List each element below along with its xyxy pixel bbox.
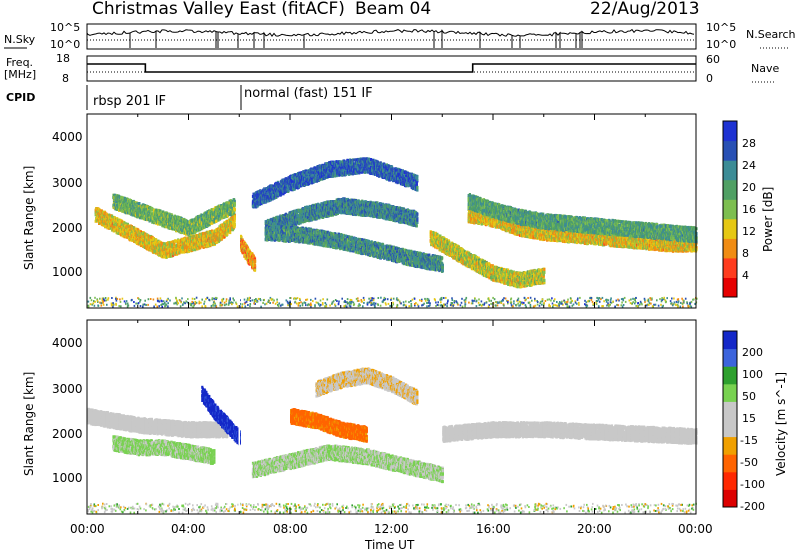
power-panel: 4000 3000 2000 1000 Slant Range [km] xyxy=(22,114,698,308)
nsky-frame xyxy=(87,24,696,49)
power-heatmap-cells xyxy=(88,114,698,308)
cpid-row: CPID rbsp 201 IF normal (fast) 151 IF xyxy=(6,85,373,110)
cpid-label: CPID xyxy=(6,91,35,104)
freq-tick-top: 18 xyxy=(56,52,70,65)
date-title: 22/Aug/2013 xyxy=(590,0,700,19)
freq-trace xyxy=(87,64,696,72)
nave-label: Nave xyxy=(751,62,779,75)
nsearch-label: N.Search xyxy=(746,28,796,41)
nsky-panel: N.Sky 10^5 10^0 10^5 10^0 N.Search xyxy=(4,21,796,51)
plot-canvas: Christmas Valley East (fitACF) Beam 04 2… xyxy=(0,0,800,554)
beam-title: Beam 04 xyxy=(355,0,431,19)
nave-tick-bottom: 0 xyxy=(706,72,713,85)
radar-summary-plot: Christmas Valley East (fitACF) Beam 04 2… xyxy=(0,0,800,554)
nsearch-tick-top: 10^5 xyxy=(706,21,736,34)
freq-unit: [MHz] xyxy=(4,68,36,81)
nsearch-tick-bottom: 10^0 xyxy=(706,38,736,51)
nsky-tick-bottom: 10^0 xyxy=(50,38,80,51)
nsky-tick-top: 10^5 xyxy=(50,21,80,34)
nsky-trace xyxy=(87,30,694,48)
nave-tick-top: 60 xyxy=(706,53,720,66)
nsky-label: N.Sky xyxy=(4,33,36,46)
station-title: Christmas Valley East (fitACF) xyxy=(92,0,345,19)
cpid-segment-2: normal (fast) 151 IF xyxy=(244,86,373,101)
cpid-segment-1: rbsp 201 IF xyxy=(93,94,166,109)
freq-tick-bottom: 8 xyxy=(62,72,69,85)
freq-panel: Freq. [MHz] 18 8 60 0 Nave xyxy=(4,52,779,85)
freq-frame xyxy=(87,56,696,81)
